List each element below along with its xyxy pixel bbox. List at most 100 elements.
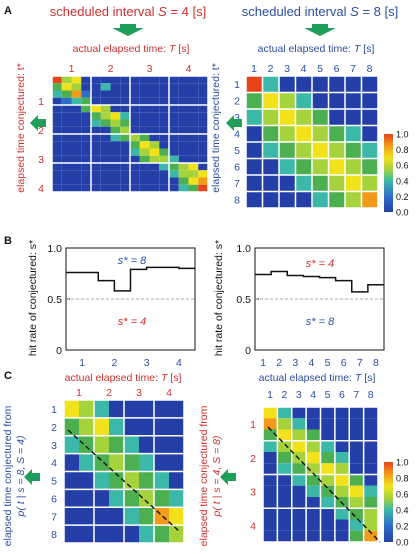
a-left-heatmap-cell: [100, 97, 111, 105]
c-right-heatmap-cell: [263, 429, 278, 441]
b-left-ytick: 0.5: [47, 294, 62, 306]
c-left-heatmap-cell: [109, 489, 124, 508]
a-left-heatmap: [51, 75, 209, 193]
a-left-heatmap-cell: [100, 105, 111, 113]
c-right-heatmap-cell: [334, 508, 350, 520]
a-right-heatmap-cell: [295, 142, 312, 159]
a-left-heatmap-cell: [149, 83, 160, 91]
a-left-heatmap-cell: [188, 163, 199, 171]
a-right-heatmap-cell: [246, 92, 263, 109]
a-left-heatmap-cell: [52, 155, 62, 163]
b-right-xtick: 4: [309, 357, 315, 369]
a-right-heatmap-cell: [246, 109, 263, 126]
c-right-heatmap-cell: [349, 407, 364, 419]
a-left-heatmap-cell: [188, 148, 199, 156]
a-left-heatmap-cell: [81, 141, 91, 149]
a-left-heatmap-cell: [159, 177, 169, 185]
c-right-heatmap-cell: [291, 508, 307, 520]
a-left-heatmap-cell: [130, 90, 140, 98]
a-right-down-arrow-icon: [304, 24, 336, 36]
a-left-heatmap-cell: [169, 112, 179, 120]
a-left-heatmap-cell: [110, 163, 121, 171]
a-left-heatmap-cell: [188, 126, 199, 134]
a-left-heatmap-cell: [130, 184, 140, 192]
c-right-heatmap-cell: [263, 452, 278, 464]
a-right-heatmap-cell: [295, 109, 312, 126]
a-left-heatmap-cell: [110, 184, 121, 192]
a-right-heatmap-cell: [279, 76, 296, 93]
a-right-heatmap-cell: [328, 125, 345, 142]
a-left-heatmap-cell: [178, 90, 189, 98]
a-right-heatmap-cell: [246, 76, 263, 93]
c-right-heatmap-cell: [291, 530, 307, 542]
a-left-heatmap-cell: [52, 184, 62, 192]
a-left-heatmap-cell: [198, 170, 208, 178]
c-right-heatmap-cell: [291, 474, 307, 486]
a-left-heatmap-cell: [139, 105, 150, 113]
a-left-heatmap-cell: [61, 83, 72, 91]
a-left-heatmap-cell: [159, 119, 169, 127]
c-left-heatmap-cell: [124, 453, 139, 472]
a-left-heatmap-cell: [61, 163, 72, 171]
a-left-heatmap-cell: [169, 141, 179, 149]
a-left-heatmap-cell: [91, 97, 101, 105]
a-left-heatmap-cell: [120, 83, 130, 91]
a-left-ylabel: elapsed time conjectured: t*: [15, 63, 27, 193]
a-left-xticks: 1 2 3 4: [69, 63, 192, 75]
a-left-heatmap-cell: [198, 184, 208, 192]
c-right-heatmap-cell: [363, 463, 378, 475]
c-right-heatmap-cell: [263, 463, 278, 475]
a-left-heatmap-cell: [130, 148, 140, 156]
a-left-side-arrow-icon: [30, 115, 46, 131]
c-left-heatmap-cell: [124, 435, 139, 454]
a-left-heatmap-cell: [169, 105, 179, 113]
a-left-heatmap-cell: [178, 97, 189, 105]
c-right-heatmap-cell: [320, 463, 335, 475]
a-left-heatmap-cell: [71, 134, 82, 142]
a-left-heatmap-cell: [188, 177, 199, 185]
c-right-heatmap-cell: [263, 530, 278, 542]
c-right-heatmap-cell: [263, 474, 278, 486]
a-left-heatmap-cell: [198, 141, 208, 149]
c-right-heatmap-cell: [277, 497, 292, 509]
a-left-heatmap-cell: [178, 148, 189, 156]
a-right-heatmap-cell: [345, 76, 362, 93]
a-left-heatmap-cell: [71, 76, 82, 84]
c-right-xaxis-title: actual elapsed time: T [s]: [259, 372, 376, 384]
colorbar-tick: 0.4: [396, 506, 409, 516]
a-colorbar-ticks: 1.0 0.8 0.6 0.4 0.2 0.0: [396, 130, 409, 218]
colorbar-tick: 0.4: [396, 176, 409, 186]
a-left-heatmap-cell: [71, 97, 82, 105]
a-left-heatmap-cell: [61, 97, 72, 105]
a-left-heatmap-cell: [71, 83, 82, 91]
a-right-heatmap-cell: [262, 142, 279, 159]
c-right-heatmap-cell: [306, 497, 321, 509]
c-right-xtick: 3: [296, 389, 302, 401]
c-left-heatmap-cell: [169, 435, 184, 454]
a-right-heatmap-cell: [328, 158, 345, 175]
a-left-heatmap-cell: [198, 134, 208, 142]
c-right-heatmap-cell: [349, 452, 364, 464]
a-left-heatmap-cell: [149, 119, 160, 127]
a-right-xtick: 8: [367, 63, 373, 75]
c-right-heatmap-cell: [363, 440, 378, 452]
c-left-ytick: 2: [51, 422, 57, 434]
a-left-heatmap-cell: [110, 105, 121, 113]
c-left-heatmap-cell: [109, 453, 124, 472]
a-left-heatmap-cell: [81, 170, 91, 178]
a-left-heatmap-cell: [130, 119, 140, 127]
c-right-ytick: 1: [250, 419, 256, 431]
c-right-heatmap-cell: [334, 530, 350, 542]
a-right-heatmap-cell: [312, 125, 329, 142]
a-left-heatmap-cell: [81, 119, 91, 127]
c-right-heatmap-cell: [306, 519, 321, 531]
a-right-heatmap-cell: [279, 109, 296, 126]
c-right-heatmap-cell: [291, 497, 307, 509]
a-left-heatmap-cell: [169, 76, 179, 84]
a-right-heatmap-cell: [328, 92, 345, 109]
c-left-heatmap-cell: [154, 417, 169, 436]
c-right-heatmap-cell: [277, 440, 292, 452]
a-left-heatmap-cell: [52, 76, 62, 84]
a-right-heatmap-cell: [345, 125, 362, 142]
a-left-heatmap-cell: [130, 141, 140, 149]
